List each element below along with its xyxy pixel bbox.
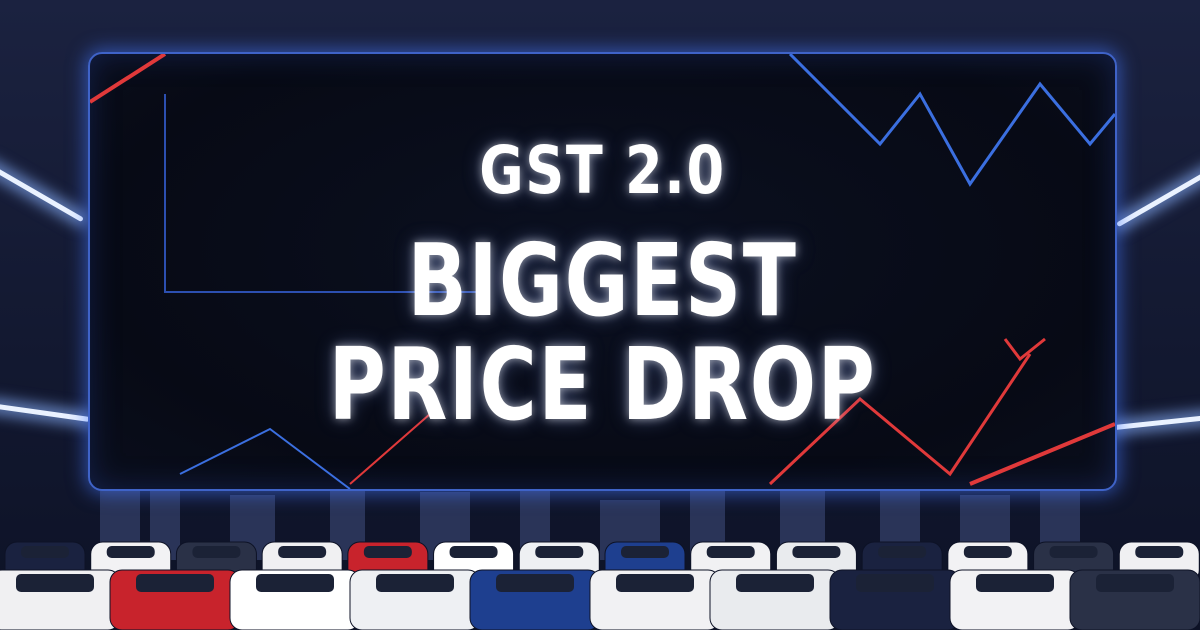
car-windshield	[621, 546, 669, 558]
car-windshield	[106, 546, 155, 558]
car-lot	[0, 541, 1200, 630]
car-windshield	[963, 546, 1012, 558]
car-windshield	[856, 574, 934, 592]
car-windshield	[449, 546, 498, 558]
headline-panel: GST 2.0 BIGGEST PRICE DROP	[88, 52, 1117, 491]
car-windshield	[976, 574, 1054, 592]
headline-line-1: GST 2.0	[479, 132, 726, 209]
car-windshield	[16, 574, 94, 592]
car-windshield	[136, 574, 214, 592]
city-skyline-and-cars	[0, 475, 1200, 630]
car-windshield	[256, 574, 334, 592]
car-windshield	[706, 546, 755, 558]
neon-light-left-bottom	[0, 403, 90, 422]
headline-line-3: PRICE DROP	[328, 326, 877, 443]
car-windshield	[278, 546, 327, 558]
car-windshield	[1135, 546, 1184, 558]
car-windshield	[1096, 574, 1174, 592]
red-zigzag-bottom-right	[768, 353, 1032, 486]
car-windshield	[1049, 546, 1098, 558]
car-windshield	[363, 546, 412, 558]
red-line-bottom-right	[969, 422, 1115, 486]
headline-line-2: BIGGEST	[407, 222, 798, 339]
neon-light-left-top	[0, 162, 84, 223]
blue-zigzag-bottom-left	[179, 427, 351, 489]
car-windshield	[535, 546, 584, 558]
blue-frame-line	[164, 94, 480, 293]
red-check-icon	[1003, 337, 1046, 362]
neon-light-right-top	[1116, 167, 1200, 228]
red-line-top-left	[90, 54, 167, 104]
decorative-trend-lines	[90, 54, 1115, 489]
blue-zigzag-top-right	[788, 54, 1115, 187]
car-windshield	[878, 546, 927, 558]
car-windshield	[376, 574, 454, 592]
car-windshield	[616, 574, 694, 592]
car-windshield	[792, 546, 841, 558]
red-line-bottom-left	[349, 413, 431, 485]
neon-light-right-bottom	[1112, 414, 1200, 431]
car-windshield	[21, 546, 69, 558]
car-windshield	[496, 574, 574, 592]
car-windshield	[736, 574, 814, 592]
car-windshield	[192, 546, 241, 558]
